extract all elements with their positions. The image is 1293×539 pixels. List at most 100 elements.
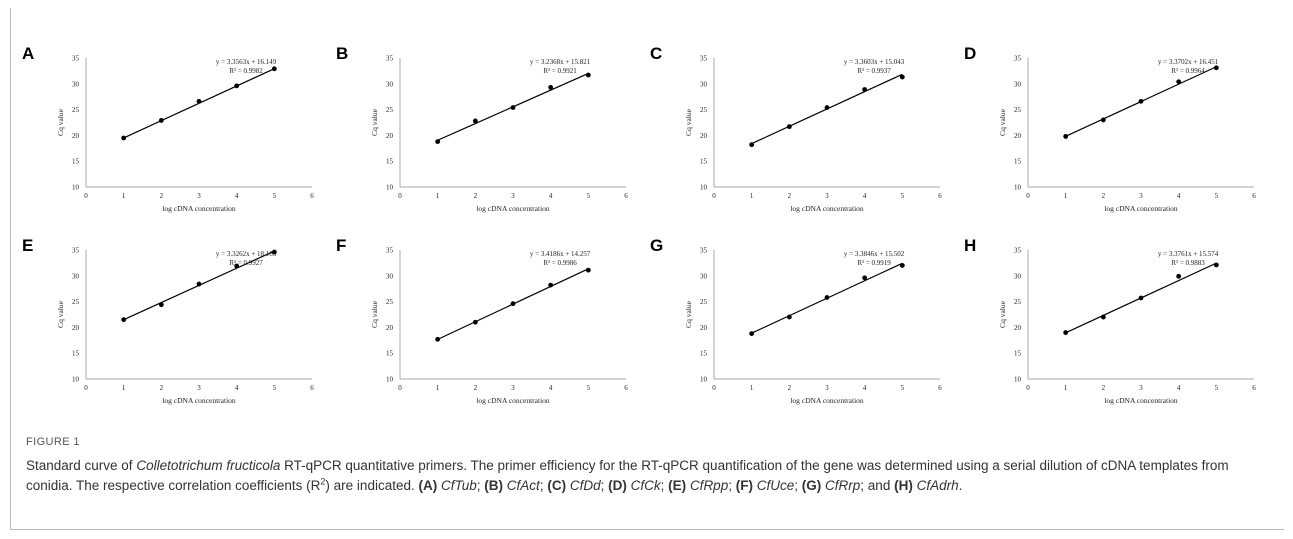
data-point-b [586, 73, 591, 78]
y-tick-label-g: 25 [700, 298, 708, 306]
x-tick-label-g: 6 [938, 384, 942, 392]
y-tick-label-c: 25 [700, 106, 708, 114]
y-tick-label-b: 10 [386, 184, 394, 192]
x-tick-label-e: 3 [197, 384, 201, 392]
y-tick-label-h: 35 [1014, 247, 1022, 255]
data-point-a [121, 136, 126, 141]
data-point-f [511, 301, 516, 306]
data-point-g [825, 295, 830, 300]
y-tick-label-a: 20 [72, 132, 80, 140]
data-point-h [1214, 263, 1219, 268]
x-tick-label-d: 6 [1252, 192, 1256, 200]
x-tick-label-a: 0 [84, 192, 88, 200]
chart-panel-e: 10 15 20 25 30 35 0 1 2 3 4 5 6 log cDNA concentratio… [22, 236, 332, 414]
data-point-b [435, 139, 440, 144]
data-point-d [1063, 134, 1068, 139]
x-tick-label-b: 6 [624, 192, 628, 200]
x-tick-label-c: 5 [901, 192, 905, 200]
x-tick-label-d: 5 [1215, 192, 1219, 200]
x-tick-label-c: 6 [938, 192, 942, 200]
x-tick-label-c: 1 [750, 192, 754, 200]
data-point-g [787, 315, 792, 320]
x-tick-label-e: 4 [235, 384, 239, 392]
chart-a: 10 15 20 25 30 35 0 1 2 3 4 5 6 log cDNA concentratio… [22, 44, 332, 222]
y-tick-label-a: 25 [72, 106, 80, 114]
equation-label-f: y = 3.4186x + 14.257 [530, 250, 591, 258]
data-point-e [121, 317, 126, 322]
x-tick-label-e: 2 [160, 384, 164, 392]
y-tick-label-b: 30 [386, 80, 394, 88]
x-tick-label-a: 3 [197, 192, 201, 200]
chart-c: 10 15 20 25 30 35 0 1 2 3 4 5 6 log cDNA concentratio… [650, 44, 960, 222]
panel-label-f: F [336, 236, 346, 256]
x-tick-label-d: 2 [1102, 192, 1106, 200]
data-point-d [1139, 99, 1144, 104]
species-name: Colletotrichum fructicola [136, 458, 280, 473]
y-tick-label-a: 10 [72, 184, 80, 192]
data-point-f [435, 337, 440, 342]
x-tick-label-e: 6 [310, 384, 314, 392]
data-point-b [473, 119, 478, 124]
panel-label-g: G [650, 236, 663, 256]
y-axis-title-f: Cq value [370, 300, 379, 328]
data-point-a [159, 118, 164, 123]
y-axis-title-a: Cq value [56, 108, 65, 136]
y-tick-label-g: 20 [700, 324, 708, 332]
x-tick-label-g: 3 [825, 384, 829, 392]
caption-item-h: (H) CfAdrh. [894, 478, 962, 493]
x-axis-title-h: log cDNA concentration [1104, 396, 1178, 405]
x-tick-label-e: 0 [84, 384, 88, 392]
equation-label-d: y = 3.3702x + 16.451 [1158, 58, 1219, 66]
x-tick-label-d: 1 [1064, 192, 1068, 200]
y-tick-label-b: 25 [386, 106, 394, 114]
y-tick-label-e: 30 [72, 272, 80, 280]
data-point-c [825, 105, 830, 110]
panel-label-c: C [650, 44, 662, 64]
r2-label-d: R² = 0.9964 [1171, 67, 1205, 75]
x-tick-label-g: 1 [750, 384, 754, 392]
x-tick-label-f: 5 [587, 384, 591, 392]
data-point-f [473, 320, 478, 325]
caption-item-a: (A) CfTub; [418, 478, 484, 493]
equation-label-e: y = 3.3262x + 18.165 [216, 250, 277, 258]
x-tick-label-a: 4 [235, 192, 239, 200]
y-tick-label-c: 35 [700, 55, 708, 63]
data-point-g [900, 263, 905, 268]
y-axis-title-b: Cq value [370, 108, 379, 136]
chart-f: 10 15 20 25 30 35 0 1 2 3 4 5 6 log cDNA concentratio… [336, 236, 646, 414]
y-tick-label-d: 15 [1014, 158, 1022, 166]
equation-label-b: y = 3.2368x + 15.821 [530, 58, 591, 66]
y-tick-label-b: 20 [386, 132, 394, 140]
x-tick-label-c: 2 [788, 192, 792, 200]
caption-item-e: (E) CfRpp; [668, 478, 736, 493]
x-tick-label-f: 4 [549, 384, 553, 392]
y-tick-label-e: 10 [72, 376, 80, 384]
y-tick-label-d: 25 [1014, 106, 1022, 114]
data-point-h [1176, 274, 1181, 279]
equation-label-a: y = 3.3563x + 16.149 [216, 58, 277, 66]
x-tick-label-a: 2 [160, 192, 164, 200]
y-axis-title-g: Cq value [684, 300, 693, 328]
x-tick-label-b: 2 [474, 192, 478, 200]
data-point-a [197, 99, 202, 104]
y-tick-label-f: 15 [386, 350, 394, 358]
x-tick-label-g: 2 [788, 384, 792, 392]
x-tick-label-b: 5 [587, 192, 591, 200]
caption-item-b: (B) CfAct; [484, 478, 543, 493]
equation-label-g: y = 3.3846x + 15.502 [844, 250, 905, 258]
x-tick-label-e: 5 [273, 384, 277, 392]
x-tick-label-h: 0 [1026, 384, 1030, 392]
data-point-d [1176, 79, 1181, 84]
r2-label-f: R² = 0.9986 [543, 259, 577, 267]
x-tick-label-h: 5 [1215, 384, 1219, 392]
y-tick-label-h: 15 [1014, 350, 1022, 358]
y-tick-label-d: 20 [1014, 132, 1022, 140]
x-tick-label-f: 2 [474, 384, 478, 392]
x-tick-label-f: 1 [436, 384, 440, 392]
y-tick-label-c: 20 [700, 132, 708, 140]
y-tick-label-f: 10 [386, 376, 394, 384]
y-tick-label-c: 10 [700, 184, 708, 192]
y-tick-label-d: 35 [1014, 55, 1022, 63]
chart-panel-c: 10 15 20 25 30 35 0 1 2 3 4 5 6 log cDNA concentratio… [650, 44, 960, 222]
panel-label-b: B [336, 44, 348, 64]
